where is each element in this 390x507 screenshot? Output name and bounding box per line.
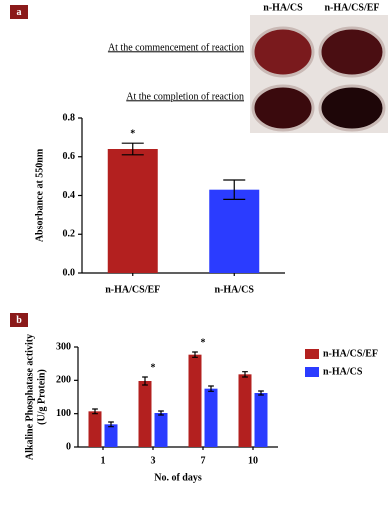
image-column-label: n-HA/CS/EF [324,2,379,13]
y-tick-label: 200 [56,375,71,386]
y-tick-label: 0.4 [63,190,76,201]
dish [251,26,315,78]
legend-label: n-HA/CS [323,366,363,377]
y-tick-label: 300 [56,341,71,352]
image-column-label: n-HA/CS [263,2,303,13]
bar [204,388,218,447]
image-row-label: At the completion of reaction [126,91,244,102]
error-bar [242,371,248,378]
dish [318,84,386,132]
error-bar [121,142,144,156]
bar [104,424,118,447]
y-tick-label: 0.8 [63,112,76,123]
panel-label-box [10,313,28,327]
y-axis-label: Absorbance at 550nm [34,148,45,242]
bar [238,374,252,447]
bar [138,381,152,447]
legend-swatch [305,367,319,377]
error-bar [223,179,246,200]
y-tick-label: 0.2 [63,229,76,240]
panel-label: b [16,315,22,326]
error-bar [208,385,214,392]
x-tick-label: 10 [248,455,258,466]
x-tick-label: 7 [201,455,206,466]
bar [188,354,202,447]
x-axis-label: No. of days [154,472,202,483]
panel-label-box [10,5,28,19]
y-tick-label: 0.0 [63,267,76,278]
error-bar [192,351,198,358]
bar [88,411,102,447]
x-tick-label: n-HA/CS/EF [105,284,160,295]
bar [209,189,260,273]
annotation: * [130,128,135,139]
dish [251,84,315,132]
bar [107,149,158,273]
y-tick-label: 0.6 [63,151,76,162]
error-bar [258,390,264,396]
annotation: * [151,362,156,373]
y-axis-label: Alkaline Phosphatase activity [24,334,35,460]
annotation: * [201,337,206,348]
x-tick-label: n-HA/CS [215,284,255,295]
error-bar [142,376,148,386]
dish [318,26,386,78]
bar [254,393,268,447]
legend-label: n-HA/CS/EF [323,348,378,359]
error-bar [92,408,98,415]
legend-swatch [305,349,319,359]
photo [250,15,388,133]
panel-label: a [17,7,22,18]
y-axis-label: (U/g Protein) [36,369,47,425]
error-bar [158,410,164,416]
x-tick-label: 3 [151,455,156,466]
error-bar [108,421,114,428]
bar [154,413,168,447]
image-row-label: At the commencement of reaction [108,42,244,53]
y-tick-label: 100 [56,408,71,419]
y-tick-label: 0 [66,441,71,452]
x-tick-label: 1 [101,455,106,466]
